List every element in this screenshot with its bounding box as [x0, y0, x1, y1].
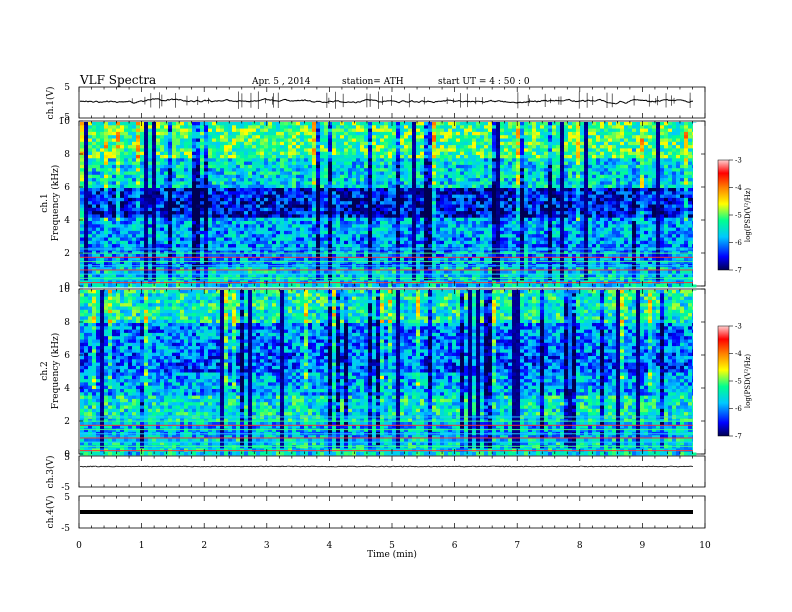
- x-tick-label: 6: [452, 541, 458, 551]
- ch1-ytick-top: 5: [64, 83, 70, 93]
- spec1-ylabel: ch.1: [40, 193, 50, 212]
- spec2-ylabel2: Frequency (kHz): [50, 333, 61, 410]
- spec-ytick-label: 8: [64, 150, 70, 160]
- colorbar-tick-label: -5: [735, 212, 742, 220]
- colorbar-ch1-label: log(PSD(V²/Hz): [744, 188, 752, 243]
- ch4-ytick-top: 5: [64, 493, 70, 503]
- ch4-ylabel: ch.4(V): [45, 496, 56, 529]
- start-time-label: start UT = 4 : 50 : 0: [438, 77, 530, 87]
- colorbar-tick-label: -7: [735, 267, 742, 275]
- colorbar-tick-label: -3: [735, 323, 742, 331]
- spec-ytick-label: 6: [64, 351, 70, 361]
- spec-ytick-label: 0: [64, 282, 70, 292]
- spec-ytick-label: 6: [64, 183, 70, 193]
- x-tick-label: 7: [514, 541, 520, 551]
- ch1-spikes: [131, 91, 691, 109]
- ch3-waveform: [79, 465, 694, 468]
- station-label: station= ATH: [342, 77, 404, 87]
- spec-ytick-label: 2: [64, 417, 70, 427]
- ch1-ytick-bottom: -5: [61, 113, 70, 123]
- colorbar-ch2: [717, 325, 730, 437]
- figure-title: VLF Spectra: [79, 73, 156, 87]
- ch4-waveform: [80, 510, 693, 514]
- ch1-ylabel: ch.1(V): [45, 87, 56, 120]
- spec-ytick-label: 4: [64, 216, 70, 226]
- ch3-ytick-bottom: -5: [61, 483, 70, 493]
- x-tick-label: 5: [389, 541, 395, 551]
- x-tick-label: 2: [201, 541, 207, 551]
- colorbar-tick-label: -3: [735, 157, 742, 165]
- ch3-ylabel: ch.3(V): [45, 456, 56, 489]
- x-tick-label: 10: [699, 541, 711, 551]
- spec-ytick-label: 4: [64, 384, 70, 394]
- spec-ytick-label: 0: [64, 450, 70, 460]
- colorbar-ch1: [717, 159, 730, 271]
- x-tick-label: 9: [640, 541, 646, 551]
- spectrogram-ch1: [80, 122, 705, 288]
- x-tick-label: 4: [327, 541, 333, 551]
- x-tick-label: 3: [264, 541, 270, 551]
- spec-ytick-label: 10: [59, 285, 71, 295]
- ch1-waveform: [79, 98, 694, 105]
- spec-ytick-label: 8: [64, 318, 70, 328]
- colorbar-tick-label: -4: [735, 350, 742, 358]
- spec-ytick-label: 2: [64, 249, 70, 259]
- x-tick-label: 0: [76, 541, 82, 551]
- spec-ytick-label: 10: [59, 117, 71, 127]
- spec1-ylabel2: Frequency (kHz): [50, 165, 61, 242]
- x-tick-label: 1: [139, 541, 145, 551]
- ch4-ytick-bottom: -5: [61, 524, 70, 534]
- x-axis-label: Time (min): [367, 549, 417, 560]
- colorbar-tick-label: -6: [735, 239, 742, 247]
- colorbar-tick-label: -7: [735, 433, 742, 441]
- colorbar-tick-label: -4: [735, 184, 742, 192]
- spectrogram-ch2: [80, 290, 705, 456]
- spec2-ylabel: ch.2: [40, 361, 50, 380]
- ch3-ytick-top: 5: [64, 453, 70, 463]
- x-tick-label: 8: [577, 541, 583, 551]
- colorbar-tick-label: -5: [735, 378, 742, 386]
- colorbar-ch2-label: log(PSD(V²/Hz): [744, 354, 752, 409]
- date-label: Apr. 5 , 2014: [251, 77, 311, 87]
- colorbar-tick-label: -6: [735, 405, 742, 413]
